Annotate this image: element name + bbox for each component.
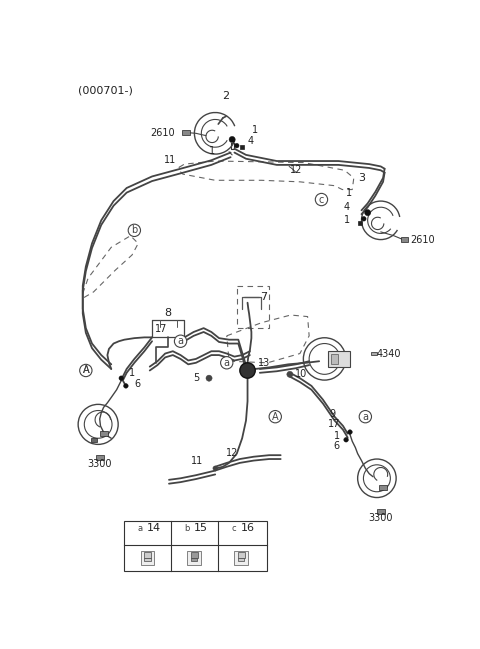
Text: b: b bbox=[184, 524, 190, 533]
Text: 1: 1 bbox=[129, 368, 135, 378]
Text: (000701-): (000701-) bbox=[78, 86, 133, 95]
Circle shape bbox=[241, 364, 254, 376]
Circle shape bbox=[182, 524, 192, 533]
Text: c: c bbox=[319, 195, 324, 204]
Bar bbox=[328, 351, 350, 367]
Bar bbox=[192, 557, 197, 561]
Circle shape bbox=[229, 136, 235, 143]
Bar bbox=[379, 485, 387, 490]
Bar bbox=[377, 509, 384, 514]
Text: 13: 13 bbox=[258, 358, 271, 368]
Circle shape bbox=[315, 193, 328, 206]
Bar bbox=[401, 238, 408, 242]
Circle shape bbox=[128, 224, 141, 236]
Text: 17: 17 bbox=[327, 419, 340, 430]
Text: a: a bbox=[137, 524, 142, 533]
Text: 1: 1 bbox=[334, 431, 340, 441]
Text: 4: 4 bbox=[344, 202, 350, 212]
Text: 14: 14 bbox=[146, 523, 161, 533]
Text: c: c bbox=[231, 524, 236, 533]
Text: 17: 17 bbox=[155, 324, 168, 334]
Circle shape bbox=[365, 210, 371, 215]
Text: 2610: 2610 bbox=[151, 128, 175, 138]
Circle shape bbox=[119, 376, 123, 380]
Circle shape bbox=[206, 375, 212, 381]
Text: a: a bbox=[178, 336, 183, 346]
Bar bbox=[234, 550, 248, 565]
Text: 11: 11 bbox=[165, 155, 177, 165]
Bar bbox=[191, 552, 198, 558]
Bar bbox=[331, 354, 338, 364]
Text: 6: 6 bbox=[334, 441, 340, 451]
Text: 1: 1 bbox=[209, 146, 215, 156]
Bar bbox=[188, 550, 201, 565]
Text: 1: 1 bbox=[344, 215, 350, 225]
Text: 16: 16 bbox=[240, 523, 254, 533]
Circle shape bbox=[213, 466, 217, 471]
Text: 3: 3 bbox=[358, 173, 365, 183]
Text: 2610: 2610 bbox=[410, 234, 434, 245]
Circle shape bbox=[359, 411, 372, 423]
Text: 11: 11 bbox=[192, 456, 204, 465]
Bar bbox=[141, 550, 155, 565]
Circle shape bbox=[229, 524, 238, 533]
Text: 3300: 3300 bbox=[87, 459, 112, 469]
Bar bbox=[240, 145, 244, 149]
Text: 1: 1 bbox=[346, 188, 352, 199]
Text: 4340: 4340 bbox=[377, 349, 401, 358]
Text: b: b bbox=[131, 225, 137, 236]
Circle shape bbox=[123, 384, 128, 388]
Text: 12: 12 bbox=[290, 165, 302, 175]
Bar bbox=[238, 552, 245, 558]
Text: a: a bbox=[224, 358, 230, 368]
Text: A: A bbox=[272, 411, 278, 422]
Circle shape bbox=[221, 356, 233, 369]
Circle shape bbox=[348, 430, 352, 434]
Circle shape bbox=[174, 335, 187, 347]
Circle shape bbox=[344, 437, 348, 442]
Circle shape bbox=[361, 217, 366, 221]
Circle shape bbox=[269, 411, 281, 423]
Circle shape bbox=[287, 371, 293, 378]
Text: A: A bbox=[83, 365, 89, 376]
Text: 1: 1 bbox=[252, 125, 258, 135]
Bar bbox=[144, 552, 151, 558]
Text: 12: 12 bbox=[226, 448, 239, 458]
Text: 7: 7 bbox=[260, 292, 267, 302]
Circle shape bbox=[135, 524, 144, 533]
Text: 2: 2 bbox=[222, 91, 229, 101]
Text: 4: 4 bbox=[248, 136, 253, 146]
Text: 3300: 3300 bbox=[369, 513, 393, 523]
Circle shape bbox=[234, 143, 239, 148]
Bar bbox=[358, 221, 362, 225]
Text: 5: 5 bbox=[193, 373, 200, 383]
Text: 6: 6 bbox=[134, 379, 141, 389]
Bar bbox=[238, 557, 244, 561]
Text: 15: 15 bbox=[193, 523, 207, 533]
Bar bbox=[96, 455, 104, 459]
Bar bbox=[144, 557, 151, 561]
Text: 8: 8 bbox=[165, 308, 172, 318]
Bar bbox=[124, 520, 267, 570]
Circle shape bbox=[240, 363, 255, 378]
Bar bbox=[371, 352, 377, 356]
Bar bbox=[182, 130, 190, 135]
Text: a: a bbox=[362, 411, 368, 422]
Circle shape bbox=[80, 364, 92, 376]
Bar bbox=[91, 438, 97, 442]
Text: 9: 9 bbox=[329, 410, 336, 419]
Text: 10: 10 bbox=[295, 369, 308, 379]
Text: A: A bbox=[83, 365, 89, 376]
Bar bbox=[100, 431, 108, 436]
